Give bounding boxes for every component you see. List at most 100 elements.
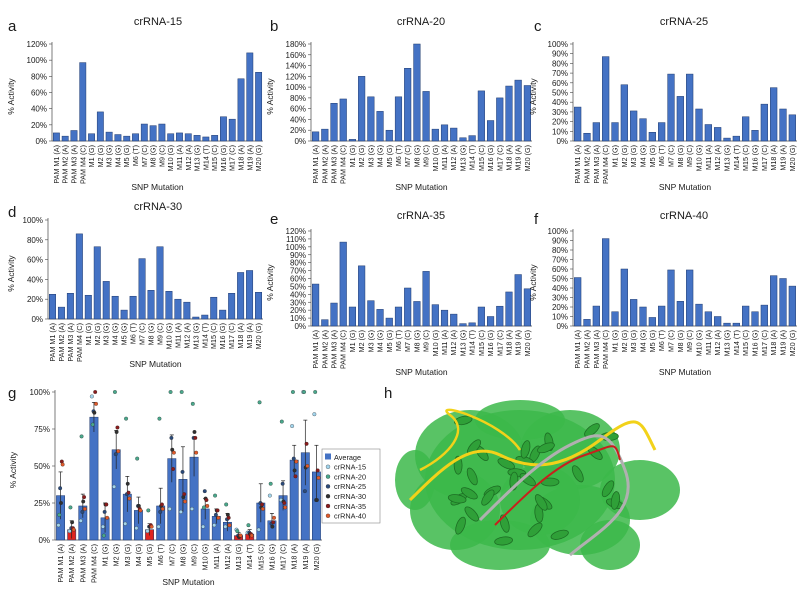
replicate-point <box>182 492 187 497</box>
x-tick-label: M13 (G) <box>191 323 200 349</box>
bar <box>192 316 200 320</box>
x-tick-label: M2 (G) <box>93 323 102 345</box>
legend-label: crRNA-25 <box>334 482 366 491</box>
bar <box>760 103 768 142</box>
replicate-point <box>92 410 97 415</box>
replicate-point <box>314 498 319 502</box>
bar <box>367 300 375 327</box>
x-tick-label: M17 (C) <box>227 323 236 349</box>
y-tick-label: 40% <box>27 275 43 284</box>
replicate-point <box>146 508 151 513</box>
x-tick-label: M16 (G) <box>486 145 495 171</box>
bar <box>385 317 393 327</box>
x-tick-label: M13 (G) <box>723 330 732 356</box>
y-tick-label: 30% <box>552 294 568 303</box>
x-tick-label: M12 (A) <box>713 330 722 356</box>
replicate-point <box>104 502 109 507</box>
x-tick-label: M1 (G) <box>84 323 93 345</box>
replicate-point <box>304 441 309 446</box>
x-tick-label: M18 (A) <box>769 330 778 356</box>
x-tick-label: PAM M4 (C) <box>601 145 610 184</box>
replicate-point <box>156 524 161 529</box>
bar <box>348 139 357 142</box>
x-tick-label: PAM M1 (A) <box>52 145 61 184</box>
x-tick-label: M18 (A) <box>504 145 513 171</box>
x-tick-label: PAM M4 (C) <box>78 145 87 184</box>
replicate-point <box>294 459 299 464</box>
y-tick-label: 0% <box>556 137 568 146</box>
y-tick-label: 80% <box>27 236 43 245</box>
target-strand <box>494 445 621 526</box>
x-tick-label: M20 (G) <box>788 330 797 356</box>
bar <box>779 278 787 327</box>
replicate-point <box>59 501 63 505</box>
bar <box>620 268 628 327</box>
bar <box>695 303 703 327</box>
x-tick-label: M5 (G) <box>120 323 129 345</box>
replicate-point <box>201 524 206 529</box>
bar <box>348 306 357 327</box>
y-tick-label: 60% <box>552 265 568 274</box>
x-tick-label: M8 (G) <box>412 330 421 352</box>
replicate-point <box>216 515 221 520</box>
protein-structure-image <box>395 400 680 570</box>
bar <box>486 120 495 142</box>
replicate-point <box>60 462 65 467</box>
bar <box>639 118 647 142</box>
x-tick-label: M4 (G) <box>134 544 143 566</box>
bar <box>321 128 329 142</box>
bar <box>61 135 69 142</box>
bar <box>695 108 703 142</box>
alpha-helix <box>481 489 495 506</box>
x-tick-label: M20 (G) <box>254 323 263 349</box>
x-tick-label: M16 (G) <box>219 145 228 171</box>
alpha-helix <box>460 487 478 500</box>
bar <box>477 306 485 327</box>
y-tick-label: 20% <box>31 121 47 130</box>
replicate-point <box>56 523 61 528</box>
bar <box>742 116 750 142</box>
x-tick-label: M20 (G) <box>254 145 263 171</box>
bar <box>149 125 157 142</box>
legend-label: crRNA-35 <box>334 502 366 511</box>
y-tick-label: 100% <box>23 216 43 225</box>
replicate-point <box>178 509 183 514</box>
legend-box <box>321 448 381 524</box>
alpha-helix <box>447 494 467 504</box>
replicate-point <box>315 468 320 473</box>
bar <box>358 265 366 327</box>
bar <box>505 85 513 142</box>
bar <box>321 319 329 327</box>
replicate-point <box>183 499 187 504</box>
panel-letter-g: g <box>8 385 16 402</box>
bar <box>111 295 119 320</box>
bar <box>312 131 320 142</box>
bar <box>770 87 778 142</box>
x-tick-label: M12 (A) <box>223 544 232 570</box>
x-tick-label: M19 (A) <box>514 145 523 171</box>
y-tick-label: 80% <box>31 72 47 81</box>
bar <box>602 238 610 327</box>
bar <box>102 281 110 320</box>
bar <box>505 291 513 327</box>
legend-label: crRNA-20 <box>334 472 366 481</box>
bar <box>468 135 476 142</box>
x-tick-label: M9 (C) <box>422 145 431 167</box>
x-tick-label: M4 (G) <box>639 330 648 352</box>
alpha-helix <box>520 440 531 459</box>
x-tick-label: M17 (C) <box>760 145 769 171</box>
bar <box>574 106 582 142</box>
y-tick-label: 75% <box>34 425 50 434</box>
bar <box>330 103 338 142</box>
x-tick-label: M16 (G) <box>267 544 276 570</box>
y-tick-label: 60% <box>27 256 43 265</box>
x-tick-label: M7 (C) <box>667 330 676 352</box>
replicate-point <box>134 526 139 531</box>
x-tick-label: PAM M1 (A) <box>48 323 57 362</box>
y-tick-label: 20% <box>552 303 568 312</box>
chart-title: crRNA-15 <box>134 16 182 28</box>
bar <box>105 131 113 142</box>
bar <box>79 62 87 142</box>
panel-letter-b: b <box>270 18 278 35</box>
y-axis-label: % Activity <box>528 264 538 301</box>
